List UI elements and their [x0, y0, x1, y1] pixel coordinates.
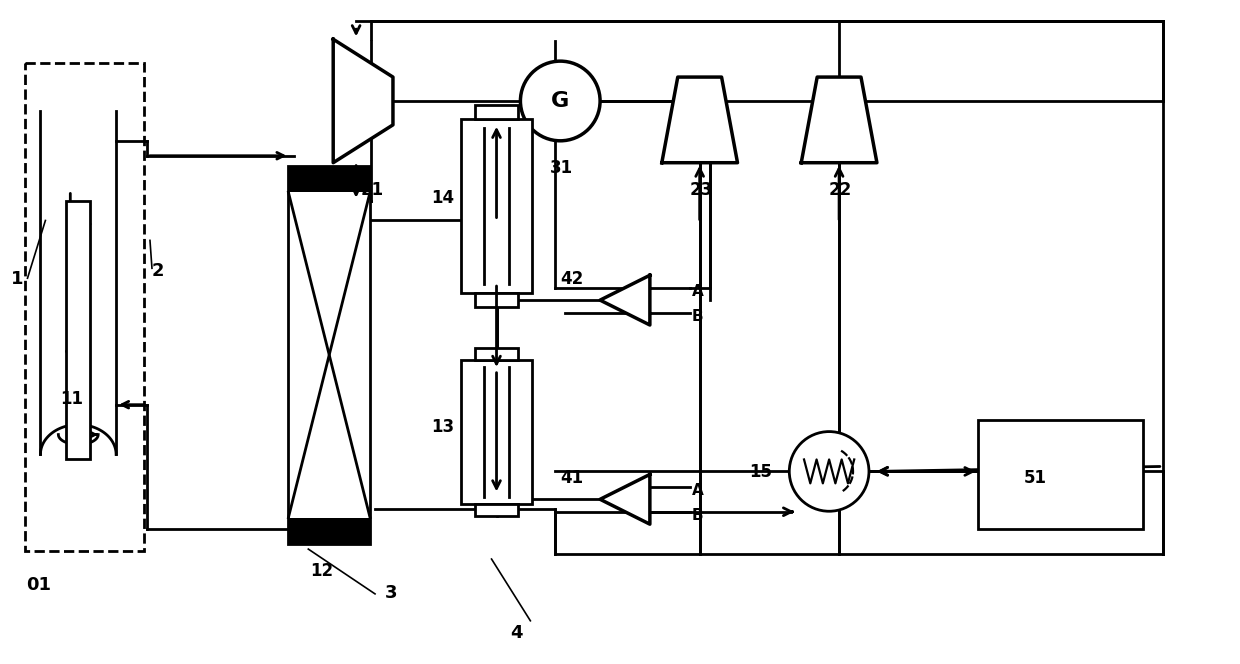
Polygon shape: [662, 77, 738, 163]
Text: 01: 01: [26, 576, 52, 594]
Polygon shape: [600, 474, 650, 524]
Text: 23: 23: [689, 181, 713, 199]
Text: B: B: [692, 508, 703, 523]
Text: 51: 51: [1023, 469, 1047, 487]
Bar: [475, 293, 518, 307]
Bar: [461, 119, 532, 293]
Text: 13: 13: [430, 418, 454, 436]
Bar: [289, 518, 370, 544]
Text: 21: 21: [361, 181, 384, 199]
Circle shape: [790, 432, 869, 511]
Bar: [66, 201, 91, 459]
Text: 42: 42: [560, 270, 584, 288]
Text: 14: 14: [430, 189, 454, 207]
Text: 22: 22: [830, 181, 852, 199]
Text: 15: 15: [749, 463, 773, 481]
Text: 4: 4: [511, 623, 523, 642]
Text: B: B: [692, 309, 703, 324]
Text: 3: 3: [384, 584, 398, 602]
Text: 2: 2: [153, 262, 165, 280]
Text: 1: 1: [11, 270, 24, 288]
Polygon shape: [600, 276, 650, 325]
Bar: [289, 166, 370, 192]
Polygon shape: [334, 39, 393, 163]
Bar: [289, 166, 370, 544]
Text: A: A: [692, 483, 703, 499]
Text: A: A: [692, 284, 703, 299]
Bar: [461, 360, 532, 504]
Text: G: G: [551, 91, 569, 111]
Text: 41: 41: [560, 469, 583, 487]
Text: 11: 11: [61, 390, 83, 408]
Bar: [475, 105, 518, 119]
Bar: [25, 63, 144, 551]
Bar: [475, 349, 518, 360]
Text: 31: 31: [551, 159, 573, 177]
Circle shape: [521, 61, 600, 141]
Bar: [978, 420, 1143, 529]
Bar: [475, 504, 518, 516]
Text: 12: 12: [310, 562, 334, 580]
Polygon shape: [801, 77, 877, 163]
